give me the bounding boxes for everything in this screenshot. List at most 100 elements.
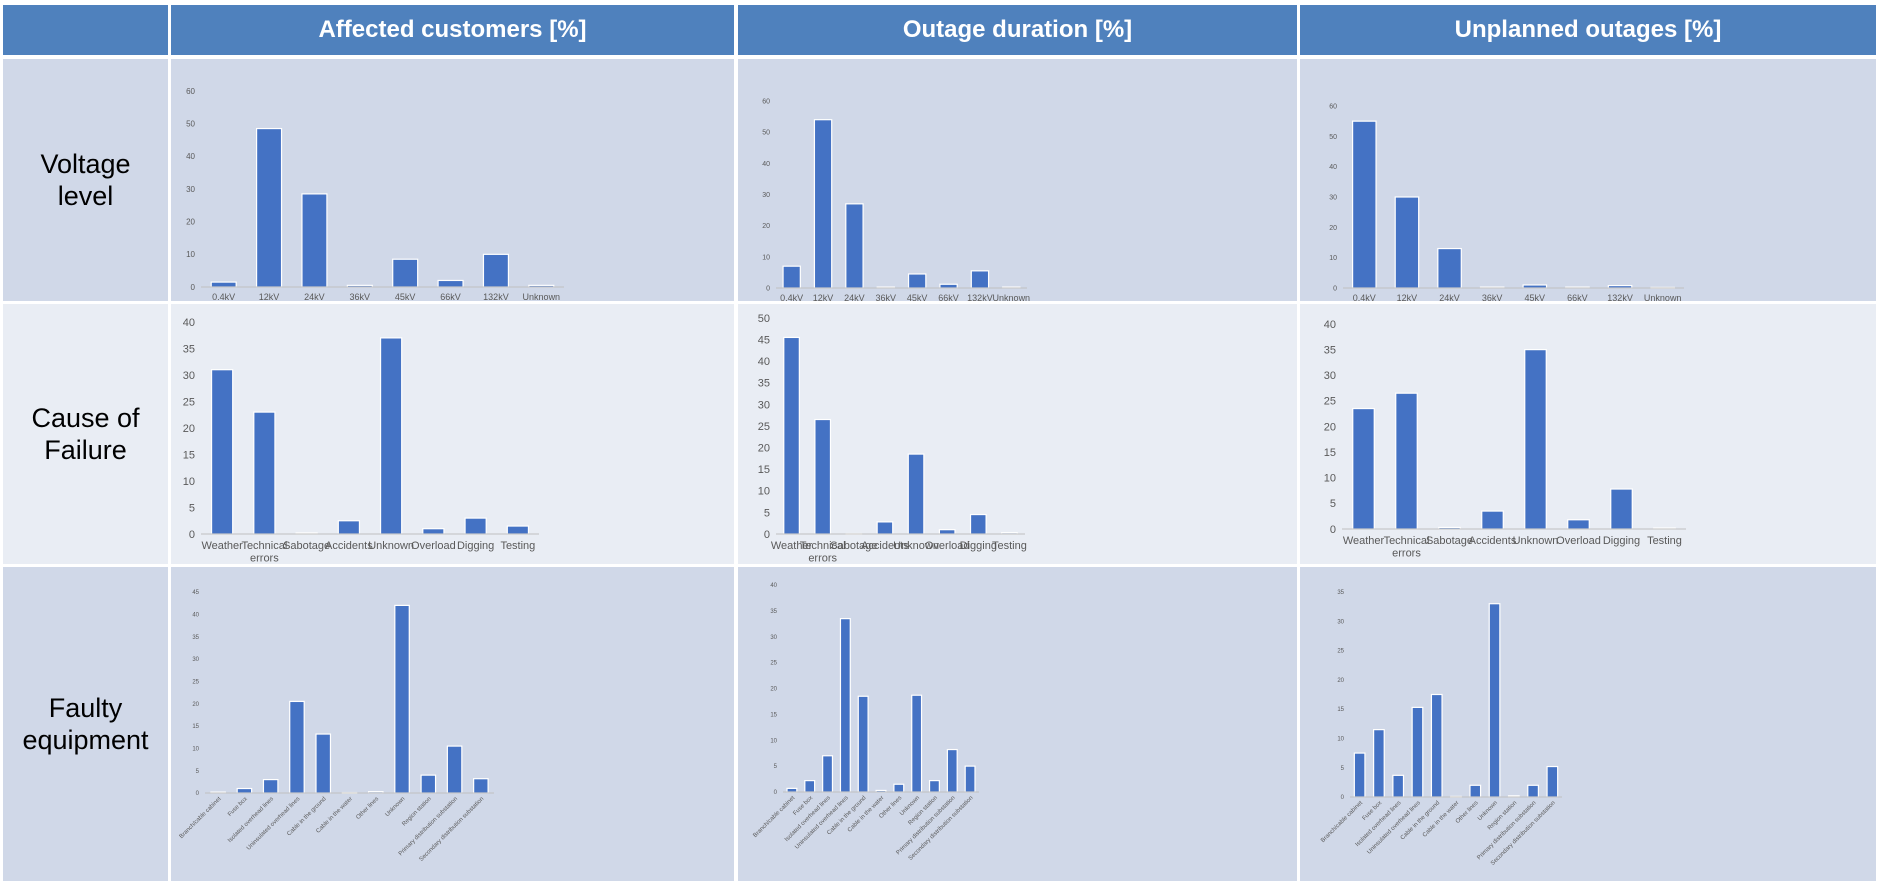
y-tick-label: 15 <box>758 464 770 476</box>
x-tick-label: 45kV <box>1525 293 1546 301</box>
chart-voltage-affected: 0 10 20 30 40 50 60 0.4kV 12kV 24kV 36kV 45kV 66kV 13… <box>171 59 734 301</box>
x-tick-label: Unknown <box>1513 535 1559 547</box>
x-tick-label: 36kV <box>350 292 371 301</box>
bar <box>437 279 464 288</box>
y-tick-label: 0 <box>1341 795 1345 801</box>
y-tick-label: 0 <box>196 791 200 797</box>
y-tick-label: 60 <box>762 98 770 105</box>
y-tick-label: 5 <box>196 769 200 775</box>
y-tick-label: 60 <box>186 87 195 96</box>
bar <box>262 779 279 794</box>
y-tick-label: 5 <box>1341 766 1345 772</box>
y-tick-label: 30 <box>192 657 199 663</box>
y-tick-label: 5 <box>774 764 778 770</box>
y-tick-label: 0 <box>191 283 196 292</box>
y-tick-label: 35 <box>192 635 199 641</box>
y-tick-label: 35 <box>1337 590 1344 596</box>
x-tick-label: 0.4kV <box>212 292 235 301</box>
x-tick-label: Isolated overhead lines <box>227 796 275 844</box>
x-tick-label: 24kV <box>844 293 865 301</box>
bar <box>379 337 403 535</box>
y-tick-label: 15 <box>1337 707 1344 713</box>
corner-header <box>3 5 168 55</box>
x-tick-label: Sabotage <box>830 540 877 552</box>
x-tick-label: Overload <box>411 540 456 552</box>
y-tick-label: 10 <box>1324 473 1336 485</box>
bar <box>964 765 976 793</box>
bar <box>1394 196 1420 289</box>
x-tick-label: Uninsulated overhead lines <box>246 796 301 851</box>
row-label-cause: Cause of Failure <box>3 304 168 564</box>
x-tick-label: Unknown <box>368 540 414 552</box>
y-tick-label: 20 <box>770 687 777 693</box>
x-tick-label: Other lines <box>355 796 380 821</box>
bar <box>473 778 489 794</box>
bar <box>210 369 234 535</box>
bar <box>1524 349 1547 530</box>
column-header-unplanned: Unplanned outages [%] <box>1300 5 1876 55</box>
y-tick-label: 40 <box>192 612 199 618</box>
bar <box>464 517 487 535</box>
y-tick-label: 25 <box>192 679 199 685</box>
y-tick-label: 20 <box>1324 421 1336 433</box>
x-tick-label: 132kV <box>483 292 509 301</box>
y-tick-label: 5 <box>189 502 195 514</box>
x-tick-label: 36kV <box>876 293 897 301</box>
x-tick-label: Testing <box>500 540 535 552</box>
x-tick-label: Weather <box>1343 535 1385 547</box>
x-tick-label: 0.4kV <box>780 293 803 301</box>
y-tick-label: 60 <box>1329 103 1337 110</box>
bar <box>939 283 958 289</box>
y-tick-label: 30 <box>770 635 777 641</box>
bar <box>911 694 923 793</box>
x-tick-label: Weather <box>201 540 243 552</box>
y-tick-label: 30 <box>758 399 770 411</box>
x-tick-label: Unknown <box>893 540 939 552</box>
bar <box>506 525 530 535</box>
bar <box>1527 784 1539 798</box>
bar <box>1481 510 1504 530</box>
bar <box>969 513 987 535</box>
x-tick-label: Technical errors <box>241 540 287 564</box>
column-header-duration: Outage duration [%] <box>738 5 1297 55</box>
y-tick-label: 50 <box>758 313 770 325</box>
row-label-equipment: Faulty equipment <box>3 567 168 881</box>
y-tick-label: 20 <box>192 702 199 708</box>
bar <box>253 411 276 535</box>
bar <box>893 783 905 793</box>
x-tick-label: Digging <box>960 540 997 552</box>
bar <box>236 787 253 794</box>
chart-cause-affected: 0 5 10 15 20 25 30 35 40 Weather Technical errors Sa… <box>171 304 734 564</box>
y-tick-label: 15 <box>183 449 195 461</box>
chart-cause-duration: 0 5 10 15 20 25 30 35 40 45 50 Weather Technical erro… <box>738 304 1297 564</box>
bar <box>1437 247 1462 289</box>
bar <box>970 270 990 289</box>
y-tick-label: 10 <box>1337 737 1344 743</box>
bar <box>301 193 328 288</box>
bar <box>857 695 869 793</box>
y-tick-label: 35 <box>770 609 777 615</box>
bar <box>783 336 800 535</box>
x-tick-label: 0.4kV <box>1353 293 1376 301</box>
bar <box>482 253 510 288</box>
x-tick-label: 24kV <box>1439 293 1460 301</box>
x-tick-label: Branch/cable cabinet <box>1320 800 1364 844</box>
column-header-affected: Affected customers [%] <box>171 5 734 55</box>
x-tick-label: Testing <box>1647 535 1682 547</box>
x-tick-label: Sabotage <box>283 540 330 552</box>
bar-chart-svg: 0 5 10 15 20 25 30 35 40 45 Branch/cable cabinet Fu… <box>179 590 494 863</box>
x-tick-label: 132kV <box>1607 293 1633 301</box>
chart-equipment-unplanned: 0 5 10 15 20 25 30 35 Branch/cable cabinet Fuse b… <box>1300 567 1876 881</box>
bar <box>1373 729 1385 798</box>
x-tick-label: Accidents <box>325 540 373 552</box>
y-tick-label: 50 <box>1329 134 1337 141</box>
bar <box>946 748 958 793</box>
x-tick-label: 24kV <box>304 292 325 301</box>
x-tick-label: Sabotage <box>1426 535 1473 547</box>
y-tick-label: 20 <box>762 223 770 230</box>
x-tick-label: Accidents <box>1469 535 1517 547</box>
bar <box>422 528 445 535</box>
bar <box>907 453 925 535</box>
